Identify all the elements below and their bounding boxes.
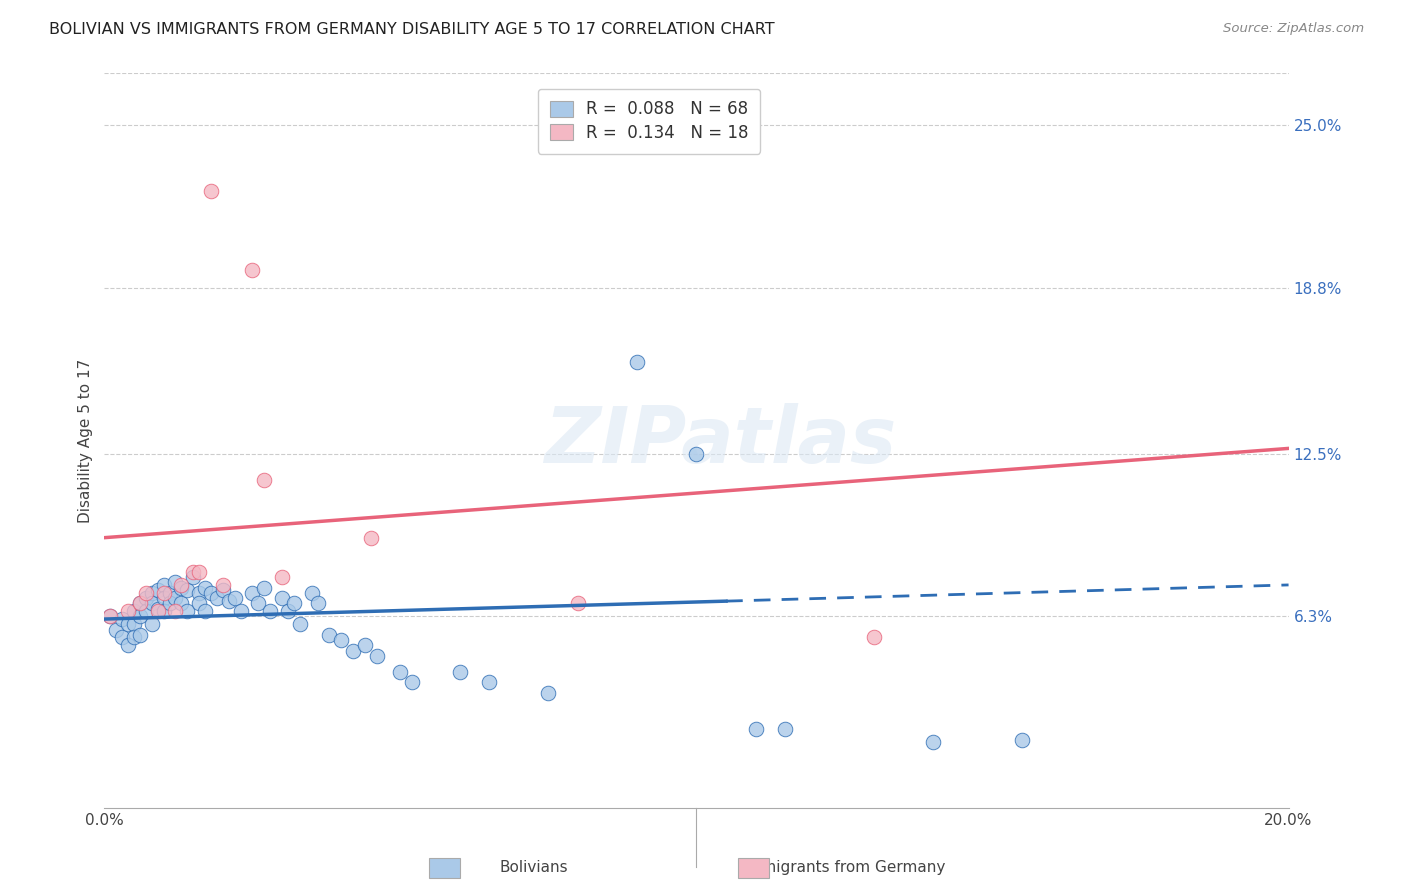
Point	[242, 263, 264, 277]
Point	[271, 570, 294, 584]
Point	[181, 570, 204, 584]
Point	[242, 586, 264, 600]
Point	[354, 638, 377, 652]
Point	[129, 596, 152, 610]
Point	[307, 596, 329, 610]
Point	[122, 604, 145, 618]
Point	[863, 631, 886, 645]
Point	[181, 565, 204, 579]
Text: BOLIVIAN VS IMMIGRANTS FROM GERMANY DISABILITY AGE 5 TO 17 CORRELATION CHART: BOLIVIAN VS IMMIGRANTS FROM GERMANY DISA…	[49, 22, 775, 37]
Point	[537, 685, 560, 699]
Point	[141, 586, 163, 600]
Point	[170, 596, 193, 610]
Point	[200, 586, 222, 600]
Point	[259, 604, 281, 618]
Point	[105, 623, 128, 637]
Point	[129, 596, 152, 610]
Point	[159, 596, 181, 610]
Point	[146, 583, 169, 598]
Point	[165, 604, 187, 618]
Point	[342, 643, 364, 657]
Point	[744, 723, 766, 737]
Point	[330, 633, 353, 648]
Point	[188, 596, 211, 610]
Point	[117, 617, 139, 632]
Point	[146, 604, 169, 618]
Point	[318, 628, 340, 642]
Point	[152, 578, 174, 592]
Point	[176, 604, 198, 618]
Point	[117, 638, 139, 652]
Point	[401, 675, 423, 690]
Point	[922, 735, 945, 749]
Point	[200, 184, 222, 198]
Point	[389, 665, 412, 679]
Point	[283, 596, 305, 610]
Point	[366, 648, 388, 663]
Point	[170, 581, 193, 595]
Point	[152, 591, 174, 605]
Point	[152, 604, 174, 618]
Point	[141, 596, 163, 610]
Point	[129, 609, 152, 624]
Point	[111, 612, 134, 626]
Point	[188, 565, 211, 579]
Point	[98, 609, 121, 624]
Point	[478, 675, 501, 690]
Point	[211, 583, 233, 598]
Point	[211, 578, 233, 592]
Point	[141, 617, 163, 632]
Point	[301, 586, 323, 600]
Point	[165, 575, 187, 590]
Text: Source: ZipAtlas.com: Source: ZipAtlas.com	[1223, 22, 1364, 36]
Point	[218, 593, 240, 607]
Point	[129, 628, 152, 642]
Legend: R =  0.088   N = 68, R =  0.134   N = 18: R = 0.088 N = 68, R = 0.134 N = 18	[538, 88, 761, 153]
Point	[1011, 732, 1033, 747]
Text: Immigrants from Germany: Immigrants from Germany	[742, 860, 945, 874]
Point	[194, 581, 217, 595]
Point	[288, 617, 311, 632]
Point	[98, 609, 121, 624]
Point	[360, 531, 382, 545]
Point	[117, 604, 139, 618]
Point	[449, 665, 471, 679]
Point	[277, 604, 299, 618]
Point	[135, 604, 157, 618]
Point	[135, 586, 157, 600]
Point	[229, 604, 252, 618]
Point	[775, 723, 797, 737]
Point	[685, 447, 707, 461]
Y-axis label: Disability Age 5 to 17: Disability Age 5 to 17	[79, 359, 93, 523]
Point	[122, 617, 145, 632]
Point	[271, 591, 294, 605]
Point	[253, 581, 276, 595]
Point	[165, 591, 187, 605]
Point	[122, 631, 145, 645]
Point	[135, 591, 157, 605]
Text: Bolivians: Bolivians	[501, 860, 568, 874]
Point	[253, 473, 276, 487]
Point	[224, 591, 246, 605]
Point	[567, 596, 589, 610]
Text: ZIPatlas: ZIPatlas	[544, 402, 896, 478]
Point	[111, 631, 134, 645]
Point	[247, 596, 270, 610]
Point	[188, 586, 211, 600]
Point	[146, 601, 169, 615]
Point	[176, 583, 198, 598]
Point	[626, 355, 648, 369]
Point	[194, 604, 217, 618]
Point	[205, 591, 228, 605]
Point	[152, 586, 174, 600]
Point	[159, 586, 181, 600]
Point	[170, 578, 193, 592]
